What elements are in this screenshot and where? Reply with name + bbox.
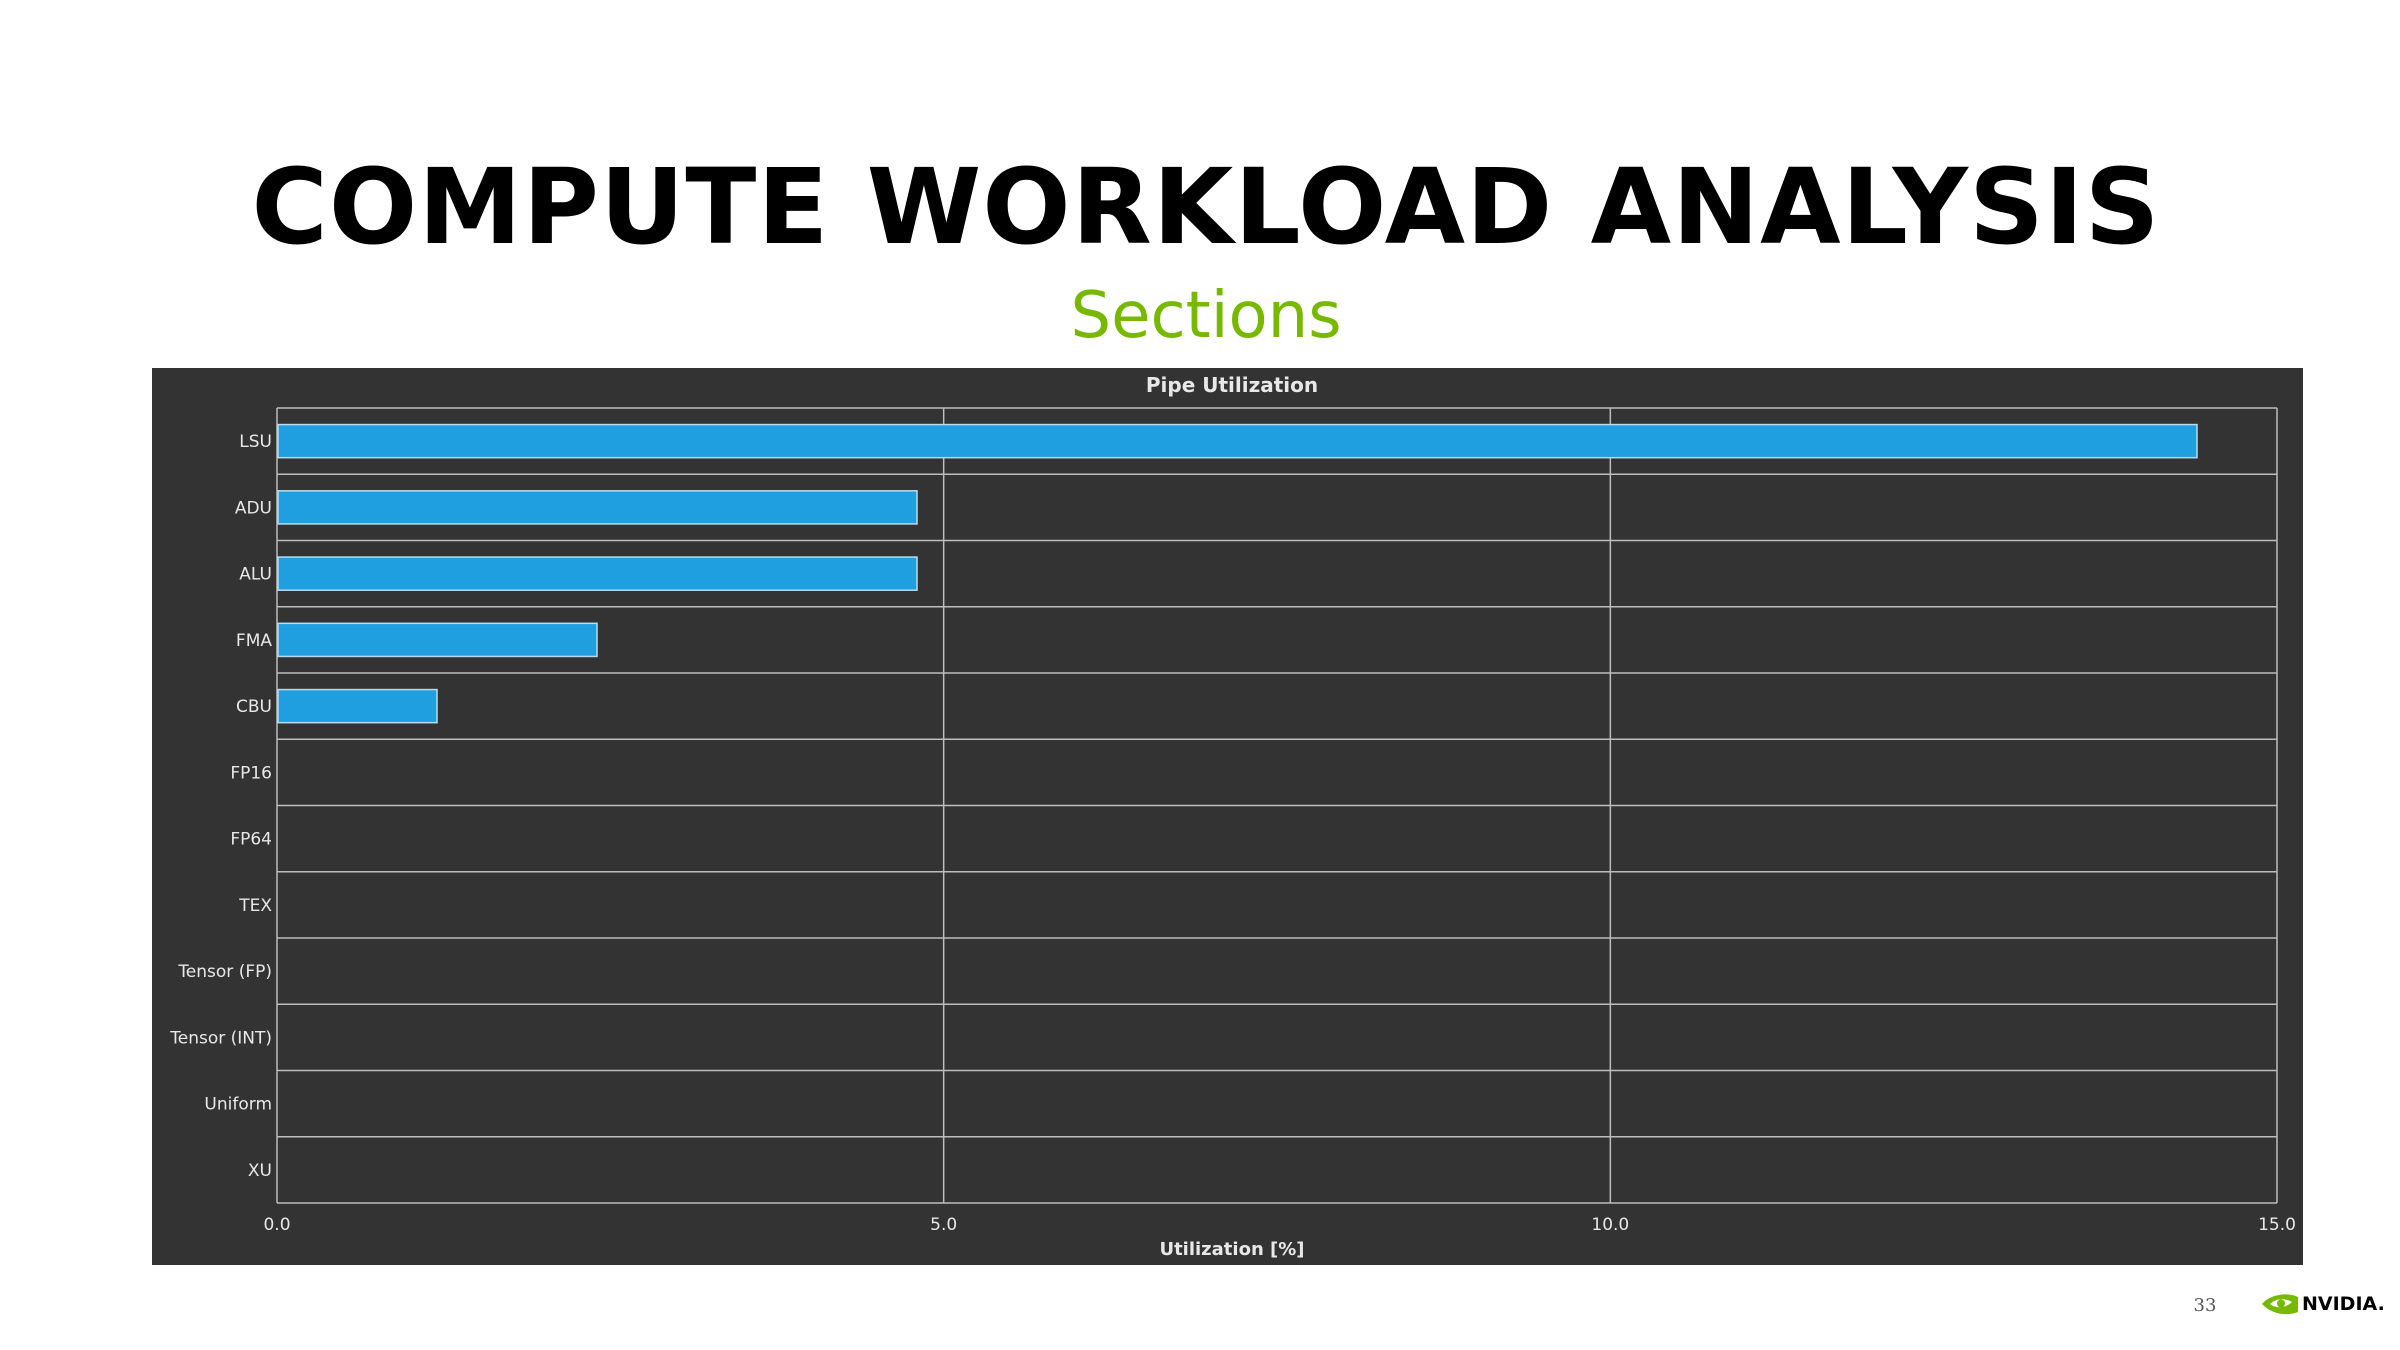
bar: [277, 622, 598, 658]
page-number: 33: [2193, 1295, 2217, 1316]
bar: [277, 490, 918, 525]
bar: [277, 556, 918, 591]
bars: [277, 423, 2198, 724]
category-label: LSU: [239, 432, 272, 452]
category-label: ALU: [239, 565, 272, 585]
category-label: Tensor (INT): [169, 1028, 272, 1048]
x-tick-label: 0.0: [263, 1215, 290, 1235]
bar: [277, 423, 2198, 459]
chart-title: Pipe Utilization: [1146, 373, 1318, 397]
category-label: FP16: [230, 763, 272, 783]
nvidia-wordmark: NVIDIA.: [2302, 1293, 2385, 1315]
nvidia-logo: NVIDIA.: [2260, 1288, 2385, 1320]
slide-title: COMPUTE WORKLOAD ANALYSIS: [251, 146, 2161, 268]
nvidia-eye-icon: [2262, 1294, 2298, 1315]
grid-lines: [276, 407, 2278, 1204]
category-label: Uniform: [204, 1095, 272, 1115]
category-label: CBU: [236, 697, 272, 717]
category-label: TEX: [238, 896, 272, 916]
category-label: XU: [248, 1161, 272, 1181]
x-tick-label: 10.0: [1591, 1215, 1629, 1235]
chart-svg: Pipe Utilization LSU ADU ALU FMA CBU FP16 FP64…: [169, 373, 2296, 1260]
x-tick-label: 15.0: [2258, 1215, 2296, 1235]
category-label: FP64: [230, 830, 272, 850]
x-axis-label: Utilization [%]: [1159, 1239, 1304, 1260]
bar: [277, 688, 438, 724]
category-label: ADU: [235, 498, 272, 518]
category-label: Tensor (FP): [177, 962, 272, 982]
category-label: FMA: [236, 631, 272, 651]
pipe-utilization-chart: Pipe Utilization LSU ADU ALU FMA CBU FP16 FP64…: [152, 368, 2303, 1265]
x-tick-label: 5.0: [930, 1215, 957, 1235]
slide-subtitle: Sections: [1070, 279, 1342, 353]
category-labels: LSU ADU ALU FMA CBU FP16 FP64 TEX Tensor (FP) Ten…: [169, 432, 272, 1181]
x-tick-labels: 0.0 5.0 10.0 15.0: [263, 1215, 2295, 1235]
